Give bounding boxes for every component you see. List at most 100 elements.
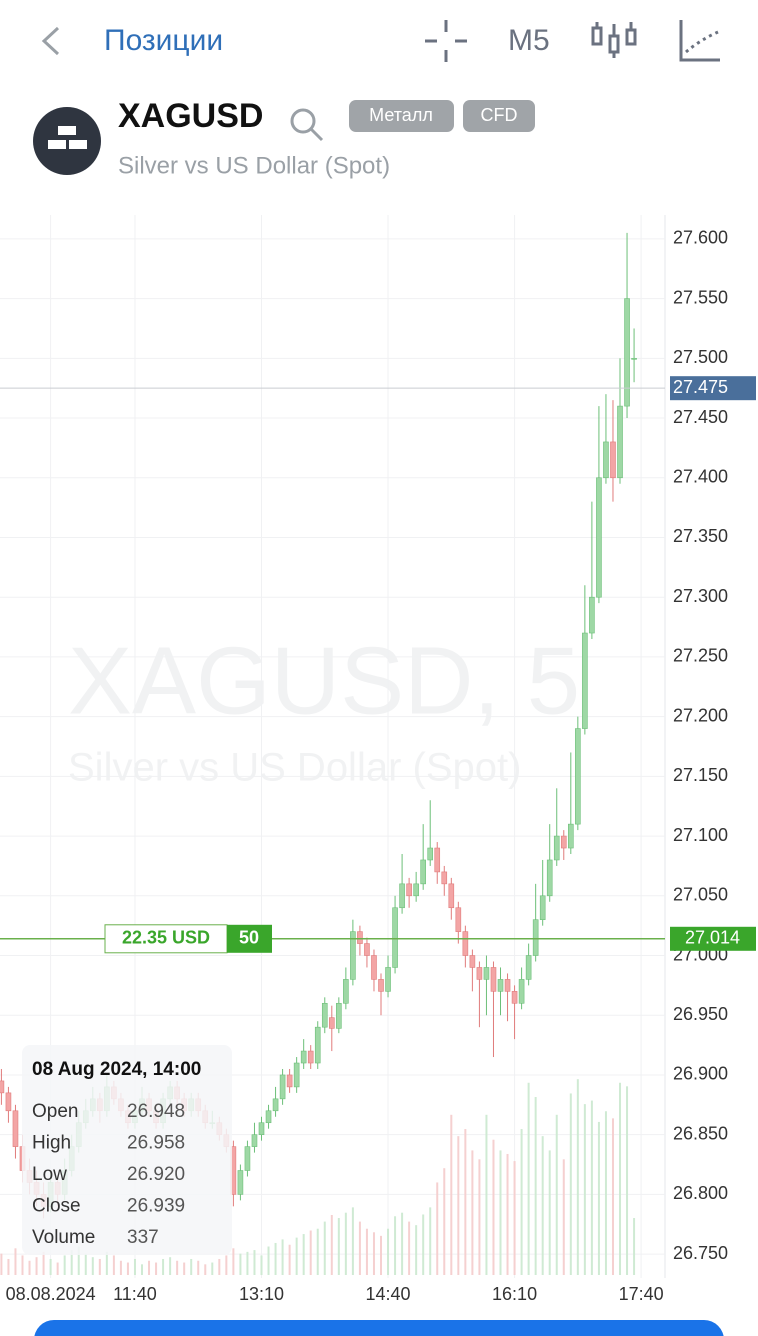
candle-body — [483, 967, 490, 980]
indicators-icon[interactable] — [679, 20, 720, 62]
volume-bar — [372, 1232, 375, 1275]
volume-bar — [169, 1257, 172, 1275]
candle-body — [539, 895, 546, 920]
tooltip-field-label: Low — [32, 1164, 67, 1185]
y-tick-label: 27.500 — [673, 347, 728, 367]
volume-bar — [548, 1150, 551, 1275]
y-tick-label: 27.200 — [673, 705, 728, 725]
candle-body — [336, 1002, 342, 1029]
candle-body — [448, 883, 455, 909]
x-tick-label: 08.08.2024 — [6, 1284, 96, 1304]
tooltip-field-value: 26.948 — [127, 1101, 185, 1122]
crosshair-icon[interactable] — [425, 20, 467, 62]
volume-bar — [288, 1244, 291, 1275]
tooltip-date: 08 Aug 2024, 14:00 — [32, 1059, 201, 1080]
search-icon[interactable] — [290, 108, 316, 134]
bars-icon — [48, 126, 87, 149]
candle-body — [518, 979, 525, 1004]
candle-body — [371, 955, 377, 980]
candle-body — [293, 1062, 300, 1088]
watermark-subtitle: Silver vs US Dollar (Spot) — [68, 746, 521, 790]
y-tick-label: 27.600 — [673, 228, 728, 248]
timeframe[interactable]: M5 — [508, 24, 550, 57]
tooltip-field-value: 337 — [127, 1227, 159, 1248]
volume-bar — [422, 1214, 425, 1275]
y-tick-label: 26.900 — [673, 1064, 728, 1084]
y-tick-label: 26.850 — [673, 1123, 728, 1143]
candle-body — [343, 979, 349, 1004]
tooltip — [22, 1045, 232, 1255]
volume-bar — [105, 1251, 108, 1275]
tag-label: CFD — [481, 105, 518, 125]
y-tick-label: 27.300 — [673, 586, 728, 606]
volume-bar — [380, 1235, 383, 1275]
volume-bar — [63, 1255, 66, 1275]
volume-bar — [218, 1258, 221, 1275]
volume-bar — [84, 1253, 87, 1275]
volume-bar — [316, 1228, 319, 1275]
y-tick-label: 26.950 — [673, 1004, 728, 1024]
volume-bar — [506, 1153, 509, 1275]
volume-bar — [281, 1239, 284, 1275]
x-tick-label: 11:40 — [113, 1284, 157, 1304]
volume-bar — [408, 1221, 411, 1275]
volume-bar — [246, 1251, 249, 1275]
volume-bar — [485, 1114, 488, 1275]
candle-body — [532, 919, 539, 956]
volume-bar — [464, 1129, 467, 1275]
volume-bar — [56, 1262, 59, 1275]
volume-bar — [225, 1255, 228, 1275]
volume-bar — [176, 1260, 179, 1275]
candle-body — [427, 847, 434, 861]
volume-bar — [77, 1246, 80, 1275]
current-price-label: 27.475 — [673, 377, 728, 397]
volume-bar — [358, 1221, 361, 1275]
volume-bar — [302, 1234, 305, 1275]
candle-body — [307, 1050, 314, 1064]
candle-body — [603, 441, 609, 479]
order-price-label: 27.014 — [685, 928, 740, 948]
y-tick-label: 26.750 — [673, 1243, 728, 1263]
action-button[interactable] — [34, 1320, 724, 1336]
volume-bar — [562, 1159, 565, 1275]
volume-bar — [140, 1264, 143, 1275]
y-tick-label: 27.250 — [673, 646, 728, 666]
order-price-tag — [670, 926, 756, 951]
back-label[interactable]: Позиции — [104, 24, 223, 57]
candle-body — [476, 967, 483, 980]
volume-bar — [513, 1161, 516, 1275]
tooltip-field-label: Open — [32, 1101, 78, 1122]
volume-bar — [534, 1097, 537, 1275]
candle-body — [490, 967, 497, 992]
volume-bar — [190, 1258, 193, 1275]
volume-bar — [626, 1086, 629, 1275]
volume-bar — [98, 1258, 101, 1275]
candle-body — [568, 823, 574, 849]
candle-body — [357, 931, 363, 944]
symbol-description: Silver vs US Dollar (Spot) — [118, 152, 390, 179]
y-tick-label: 27.100 — [673, 825, 728, 845]
volume-bar — [619, 1082, 622, 1275]
volume-bar — [633, 1218, 636, 1275]
candle-body — [525, 955, 532, 980]
volume-bar — [155, 1262, 158, 1275]
volume-bar — [583, 1104, 586, 1275]
candle-body — [328, 1017, 335, 1029]
volume-bar — [590, 1100, 593, 1275]
candle-body — [560, 835, 567, 849]
volume-bar — [253, 1250, 256, 1275]
volume-bar — [351, 1207, 354, 1275]
back-arrow[interactable] — [41, 26, 60, 56]
candle-body — [5, 1092, 12, 1112]
y-tick-label: 27.150 — [673, 765, 728, 785]
y-tick-label: 27.550 — [673, 287, 728, 307]
volume-bar — [14, 1248, 17, 1275]
volume-bar — [260, 1255, 263, 1275]
candle-body — [553, 835, 560, 861]
volume-bar — [457, 1136, 460, 1275]
candle-type-icon[interactable] — [591, 22, 637, 58]
volume-bar — [239, 1253, 242, 1275]
volume-bar — [450, 1114, 453, 1275]
candle-body — [469, 955, 476, 968]
